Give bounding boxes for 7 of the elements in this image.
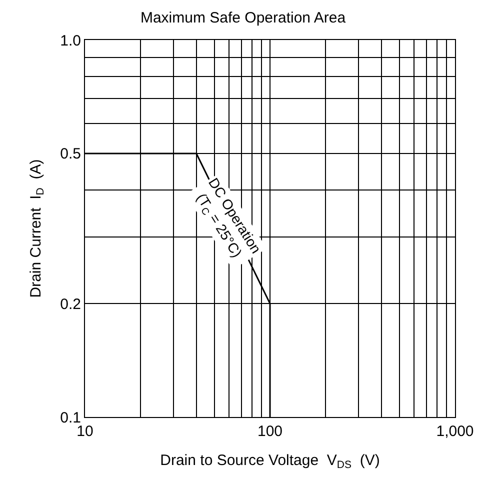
x-axis-title: Drain to Source Voltage V$_{DS}$ (V) <box>160 452 380 472</box>
y-tick-label: 0.5 <box>60 146 81 163</box>
y-tick-label: 0.2 <box>60 296 81 313</box>
x-tick-label: 1,000 <box>436 423 474 440</box>
x-tick-label: 100 <box>257 423 283 440</box>
y-tick-label: 1.0 <box>60 32 81 50</box>
chart-title: Maximum Safe Operation Area <box>140 10 346 27</box>
